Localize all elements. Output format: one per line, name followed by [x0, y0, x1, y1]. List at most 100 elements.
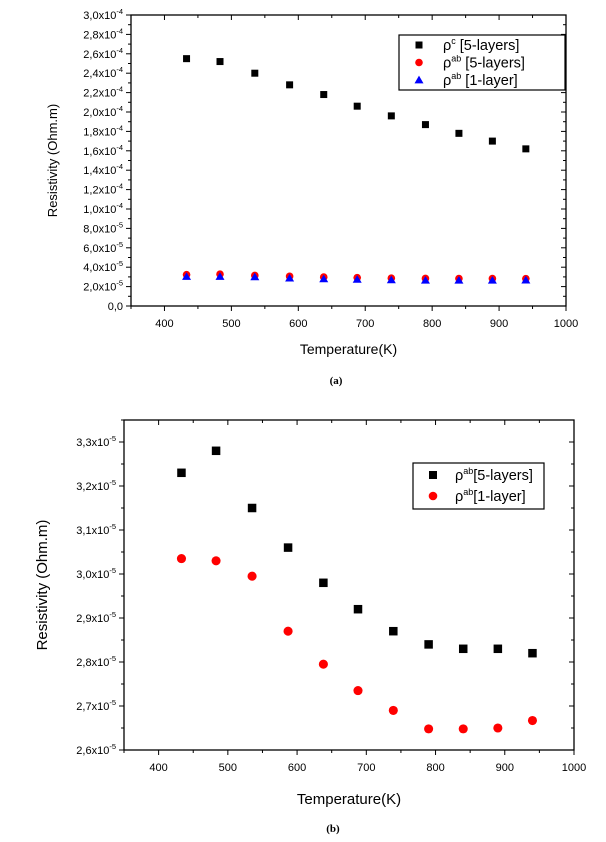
data-point [211, 446, 221, 456]
y-tick-mantissa: 2,2x10 [83, 88, 116, 100]
y-tick-mantissa: 2,8x10 [76, 657, 109, 669]
data-point [388, 705, 398, 715]
y-tick-exponent: -5 [116, 220, 123, 229]
series-square-0 [183, 55, 530, 153]
x-tick-label: 700 [356, 318, 374, 330]
data-point [421, 121, 429, 129]
y-tick-exponent: -5 [109, 654, 116, 663]
legend-box [398, 34, 566, 91]
data-point [420, 275, 430, 284]
y-tick-label: 1,6x10-4 [83, 143, 123, 158]
data-point [318, 659, 328, 669]
data-point [487, 275, 497, 284]
y-tick-exponent: -4 [116, 46, 123, 55]
legend: ρc [5-layers]ρab [5-layers]ρab [1-layer] [398, 34, 566, 91]
y-tick-mantissa: 2,6x10 [76, 745, 109, 757]
data-point [387, 112, 395, 120]
y-tick-exponent: -5 [109, 742, 116, 751]
data-point [211, 556, 221, 566]
y-tick-mantissa: 2,9x10 [76, 613, 109, 625]
y-tick-label: 3,3x10-5 [76, 434, 116, 449]
x-tick-label: 500 [222, 318, 240, 330]
legend-label-superscript: ab [463, 487, 473, 497]
y-tick-label: 2,0x10-5 [83, 279, 123, 294]
legend-marker-circle [415, 58, 423, 67]
x-tick-label: 1000 [554, 318, 578, 330]
y-tick-exponent: -5 [109, 522, 116, 531]
data-point [528, 648, 537, 658]
data-point [455, 129, 463, 137]
y-tick-mantissa: 1,2x10 [83, 185, 116, 197]
y-tick-exponent: -5 [109, 698, 116, 707]
data-point [353, 686, 363, 696]
x-tick-label: 500 [219, 762, 237, 774]
legend-label-superscript: ab [451, 54, 461, 64]
legend-label-text: [5-layers] [456, 38, 520, 54]
y-tick-label: 3,0x10-5 [76, 566, 116, 581]
y-tick-exponent: -5 [116, 259, 123, 268]
legend-marker-circle [428, 491, 438, 501]
data-point [353, 604, 363, 614]
y-tick-label: 3,0x10-4 [83, 7, 123, 22]
data-point [488, 137, 496, 145]
y-axis-title: Resistivity (Ohm.m) [34, 520, 51, 651]
y-tick-exponent: -4 [116, 123, 123, 132]
legend-label: ρab [5-layers] [443, 54, 525, 72]
data-point [216, 58, 224, 66]
data-point [424, 724, 434, 734]
y-tick-label: 2,7x10-5 [76, 698, 116, 713]
legend-label-symbol: ρ [455, 468, 463, 484]
x-tick-label: 900 [490, 318, 508, 330]
figure-caption: (a) [330, 375, 343, 387]
data-point [319, 578, 328, 588]
data-point [285, 273, 295, 282]
data-point [320, 91, 328, 99]
y-tick-label: 2,9x10-5 [76, 610, 116, 625]
legend-label-text: [1-layer] [473, 489, 525, 505]
y-tick-mantissa: 4,0x10 [83, 262, 116, 274]
y-tick-label: 2,8x10-5 [76, 654, 116, 669]
y-tick-mantissa: 2,8x10 [83, 29, 116, 41]
y-tick-exponent: -5 [109, 434, 116, 443]
y-tick-mantissa: 2,0x10 [83, 107, 116, 119]
x-axis-title: Temperature(K) [300, 341, 397, 357]
y-tick-exponent: -5 [109, 610, 116, 619]
legend: ρab[5-layers]ρab[1-layer] [412, 462, 545, 510]
legend-marker-square [415, 41, 423, 49]
y-tick-exponent: -4 [116, 26, 123, 35]
legend-label-symbol: ρ [443, 56, 451, 72]
x-tick-label: 600 [288, 762, 306, 774]
legend-label-symbol: ρ [443, 73, 451, 89]
y-tick-mantissa: 1,8x10 [83, 126, 116, 138]
y-tick-exponent: -4 [116, 65, 123, 74]
y-tick-mantissa: 3,2x10 [76, 481, 109, 493]
chart-a: 400 500 600 700 800 900 10000,02,0x10-54,0x10-… [45, 7, 578, 387]
legend-label-superscript: c [451, 36, 456, 46]
data-point [182, 272, 192, 280]
legend-label: ρab[5-layers] [455, 466, 533, 484]
data-point [527, 715, 538, 726]
legend-label-text: [5-layers] [461, 56, 525, 72]
legend-label: ρc [5-layers] [443, 36, 519, 54]
y-tick-mantissa: 2,0x10 [83, 282, 116, 294]
y-tick-label: 2,8x10-4 [83, 26, 123, 41]
data-point [319, 274, 329, 283]
x-tick-label: 800 [423, 318, 441, 330]
y-tick-mantissa: 6,0x10 [83, 243, 116, 255]
data-point [215, 272, 225, 280]
y-tick-mantissa: 1,4x10 [83, 165, 116, 177]
legend-label-symbol: ρ [455, 489, 463, 505]
plot-frame [123, 419, 575, 751]
data-point [493, 644, 503, 654]
y-tick-mantissa: 1,6x10 [83, 146, 116, 158]
x-tick-label: 1000 [562, 762, 586, 774]
y-tick-mantissa: 3,0x10 [76, 569, 109, 581]
y-tick-mantissa: 2,4x10 [83, 68, 116, 80]
series-circle-1 [176, 554, 538, 734]
y-tick-exponent: -4 [116, 143, 123, 152]
y-tick-mantissa: 3,1x10 [76, 525, 109, 537]
y-tick-mantissa: 2,7x10 [76, 701, 109, 713]
y-tick-label: 2,4x10-4 [83, 65, 123, 80]
y-tick-label: 3,2x10-5 [76, 478, 116, 493]
data-point [177, 468, 186, 478]
